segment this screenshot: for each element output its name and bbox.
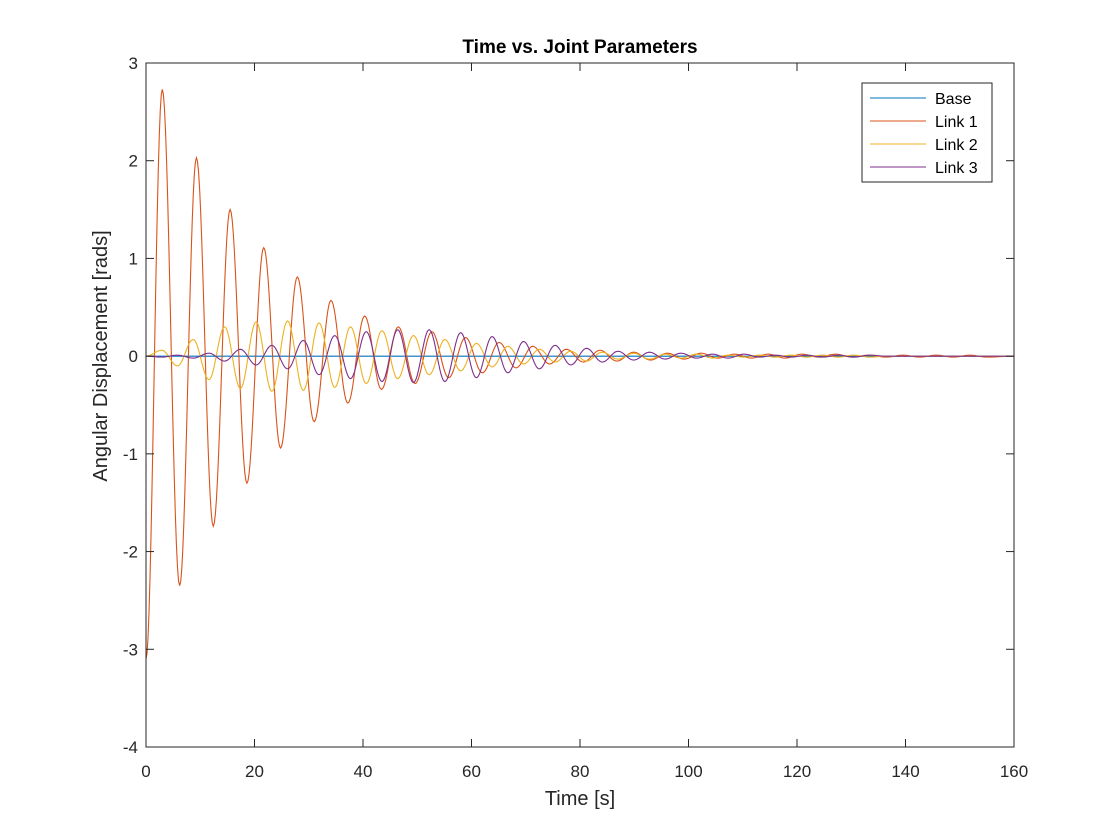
y-tick-label: 3 bbox=[129, 54, 138, 73]
y-axis-label: Angular Displacement [rads] bbox=[90, 230, 112, 481]
legend-label-link-1: Link 1 bbox=[935, 114, 978, 131]
chart-title: Time vs. Joint Parameters bbox=[462, 37, 697, 58]
y-tick-label: -4 bbox=[123, 738, 138, 757]
x-tick-label: 160 bbox=[1000, 762, 1028, 781]
x-axis-label: Time [s] bbox=[545, 788, 615, 810]
x-tick-label: 40 bbox=[354, 762, 373, 781]
legend-label-link-3: Link 3 bbox=[935, 160, 978, 177]
x-tick-label: 20 bbox=[245, 762, 264, 781]
y-tick-label: -1 bbox=[123, 445, 138, 464]
series-line-link-2 bbox=[145, 320, 1014, 392]
y-tick-label: -3 bbox=[123, 640, 138, 659]
x-tick-label: 120 bbox=[783, 762, 811, 781]
plot-area bbox=[145, 62, 1015, 748]
x-tick-label: 60 bbox=[462, 762, 481, 781]
series-line-link-3 bbox=[145, 329, 1014, 384]
legend-label-link-2: Link 2 bbox=[935, 137, 978, 154]
legend: Base Link 1 Link 2 Link 3 bbox=[861, 82, 993, 183]
legend-label-base: Base bbox=[935, 91, 972, 108]
x-tick-label: 80 bbox=[571, 762, 590, 781]
x-tick-label: 100 bbox=[674, 762, 702, 781]
x-tick-label: 0 bbox=[141, 762, 150, 781]
x-tick-label: 140 bbox=[891, 762, 919, 781]
legend-box bbox=[861, 82, 993, 183]
tick-labels: 0 20 40 60 80 100 120 140 160 -4 -3 -2 -1 0 1 2 3 bbox=[123, 54, 1028, 781]
y-tick-label: 0 bbox=[129, 347, 138, 366]
y-tick-label: 1 bbox=[129, 249, 138, 268]
y-tick-label: 2 bbox=[129, 152, 138, 171]
y-tick-label: -2 bbox=[123, 543, 138, 562]
